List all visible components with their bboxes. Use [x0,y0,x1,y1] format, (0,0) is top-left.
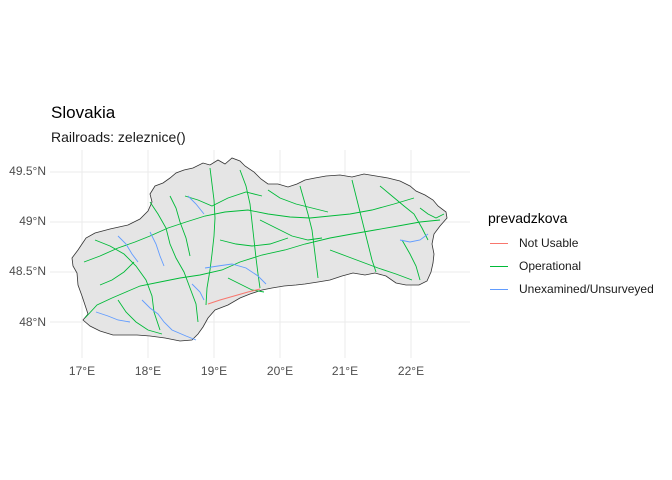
railroads-unexamined [95,195,429,341]
x-tick-label-22: 22°E [397,364,425,378]
legend-label-operational: Operational [519,259,582,273]
legend-label-not-usable: Not Usable [519,236,579,250]
y-tick-label-49-5: 49.5°N [9,164,46,178]
y-tick-label-49: 49°N [19,214,46,228]
legend-swatch-not-usable [490,243,508,244]
x-tick-label-18: 18°E [134,364,162,378]
railroads-operational [83,167,445,335]
map-title: Slovakia [51,103,116,122]
y-tick-label-48: 48°N [19,315,46,329]
x-tick-label-17: 17°E [68,364,96,378]
legend-swatch-operational [490,266,508,267]
y-tick-label-48-5: 48.5°N [9,264,46,278]
legend-label-unexamined: Unexamined/Unsurveyed [519,282,654,296]
legend-title: prevadzkova [488,210,568,226]
slovakia-outline [71,157,448,342]
x-tick-label-19: 19°E [200,364,228,378]
legend-swatch-unexamined [490,289,508,290]
map-subtitle: Railroads: zeleznice() [51,129,186,145]
x-tick-label-21: 21°E [331,364,359,378]
railroads-not-usable [207,288,261,305]
x-tick-label-20: 20°E [266,364,294,378]
